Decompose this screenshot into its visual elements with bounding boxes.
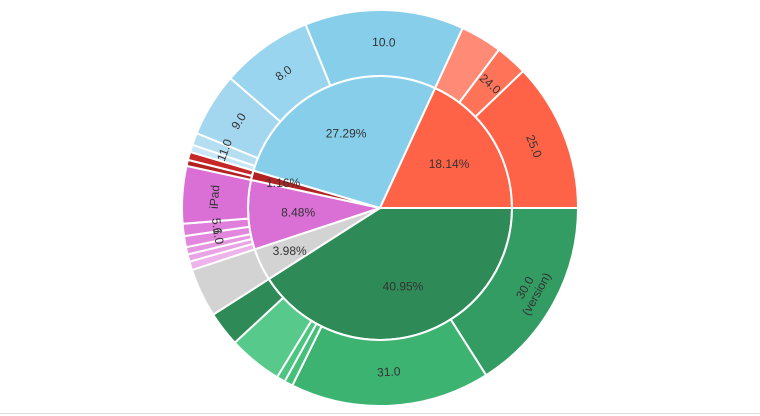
inner-label-violet: 8.48% — [281, 205, 315, 219]
inner-label-green: 40.95% — [383, 280, 424, 294]
inner-label-gray: 3.98% — [273, 244, 307, 258]
inner-label-blue: 27.29% — [326, 126, 367, 140]
outer-ring — [181, 9, 580, 407]
outer-segment-orange-25-0[interactable] — [474, 69, 580, 209]
inner-label-orange: 18.14% — [429, 157, 470, 171]
outer-label-ipad: iPad — [207, 184, 223, 209]
outer-label-10-0: 10.0 — [372, 35, 396, 50]
outer-label-31-0: 31.0 — [377, 364, 401, 379]
outer-label-6-0: 6.0 — [210, 227, 227, 246]
inner-label-red: 1.16% — [266, 176, 300, 190]
bottom-divider — [0, 413, 760, 414]
outer-label-5-1: 5.1 — [209, 217, 225, 235]
